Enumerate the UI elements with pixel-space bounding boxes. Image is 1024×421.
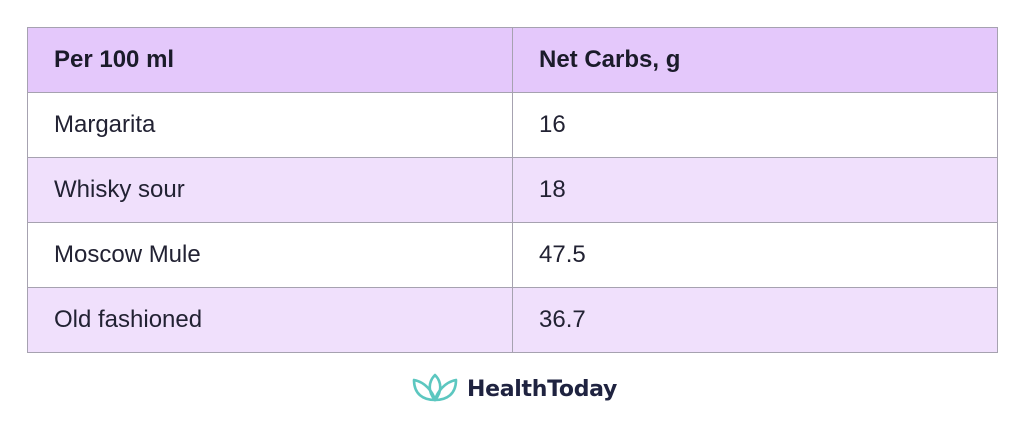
drink-name-cell: Old fashioned bbox=[27, 287, 513, 353]
net-carbs-cell: 18 bbox=[512, 157, 998, 223]
table-row: Moscow Mule 47.5 bbox=[27, 222, 998, 288]
net-carbs-table: Per 100 ml Net Carbs, g Margarita 16 Whi… bbox=[27, 27, 998, 353]
net-carbs-cell: 36.7 bbox=[512, 287, 998, 353]
net-carbs-cell: 16 bbox=[512, 92, 998, 158]
nutrition-table-container: Per 100 ml Net Carbs, g Margarita 16 Whi… bbox=[27, 27, 998, 353]
table-row: Margarita 16 bbox=[27, 92, 998, 158]
table-header-row: Per 100 ml Net Carbs, g bbox=[27, 27, 998, 93]
table-row: Whisky sour 18 bbox=[27, 157, 998, 223]
net-carbs-cell: 47.5 bbox=[512, 222, 998, 288]
lotus-icon bbox=[411, 372, 459, 406]
drink-name-cell: Margarita bbox=[27, 92, 513, 158]
column-header-drink: Per 100 ml bbox=[27, 27, 513, 93]
brand-name: HealthToday bbox=[467, 376, 618, 402]
column-header-net-carbs: Net Carbs, g bbox=[512, 27, 998, 93]
table-row: Old fashioned 36.7 bbox=[27, 287, 998, 353]
drink-name-cell: Whisky sour bbox=[27, 157, 513, 223]
drink-name-cell: Moscow Mule bbox=[27, 222, 513, 288]
healthtoday-logo: HealthToday bbox=[411, 372, 617, 406]
